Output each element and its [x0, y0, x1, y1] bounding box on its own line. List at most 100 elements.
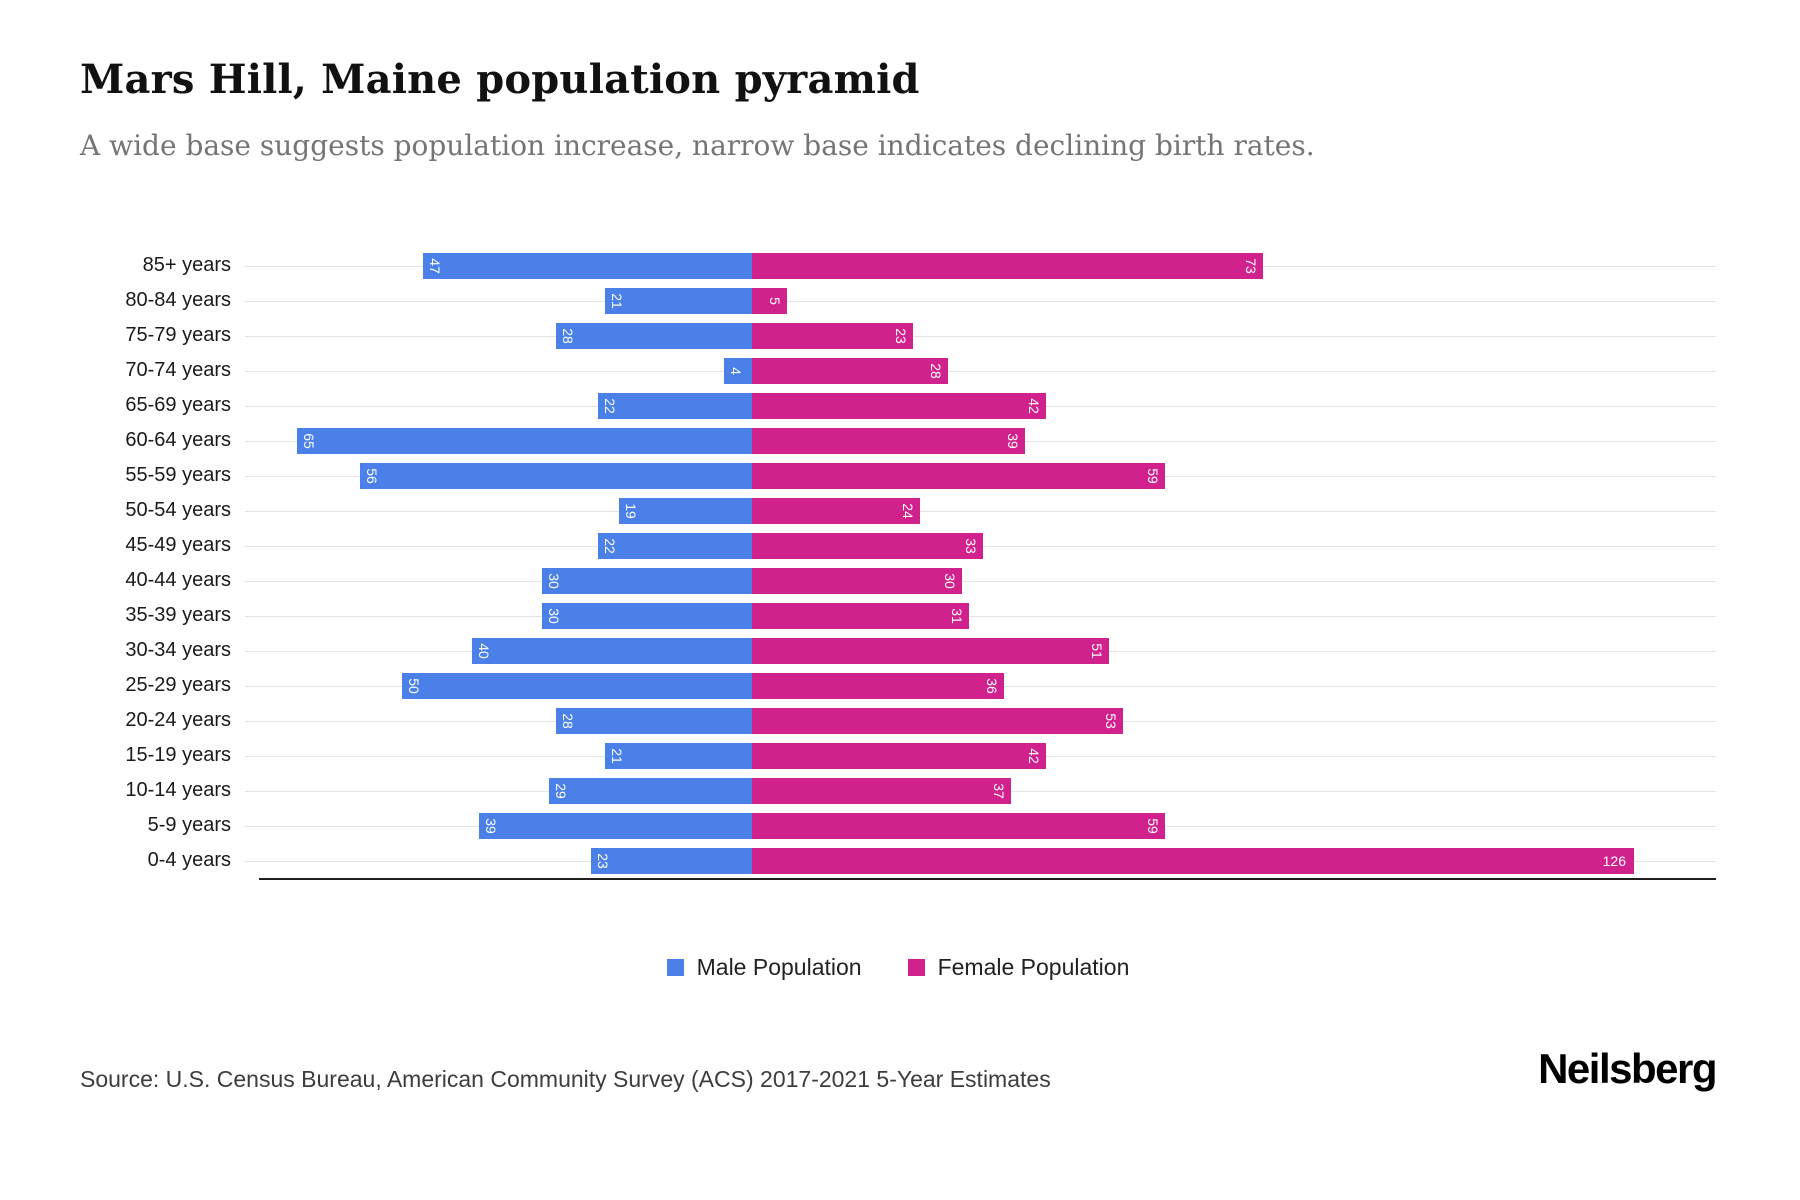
male-legend-swatch [666, 959, 684, 976]
female-value-label: 36 [984, 677, 1000, 694]
male-value-label: 65 [301, 432, 317, 449]
male-bar: 39 [479, 812, 752, 839]
male-bar: 19 [619, 497, 752, 524]
age-group-label: 25-29 years [125, 674, 231, 696]
male-value-label: 56 [364, 467, 380, 484]
row-track: 65 39 [245, 423, 1716, 458]
male-value-label: 21 [609, 292, 625, 309]
age-group-label: 20-24 years [125, 709, 231, 731]
chart-legend: Male Population Female Population [80, 954, 1716, 981]
page-title: Mars Hill, Maine population pyramid [80, 56, 920, 103]
male-bar: 47 [423, 252, 752, 279]
row-track: 30 31 [245, 598, 1716, 633]
female-value-label: 42 [1026, 397, 1042, 414]
row-gridline [245, 615, 1716, 617]
chart-row: 60-64 years 65 39 [80, 423, 1716, 458]
male-bar: 28 [556, 322, 752, 349]
chart-row: 20-24 years 28 53 [80, 703, 1716, 738]
male-bar: 40 [472, 637, 752, 664]
male-value-label: 30 [546, 572, 562, 589]
male-bar: 22 [598, 392, 752, 419]
footer: Source: U.S. Census Bureau, American Com… [80, 1045, 1717, 1093]
female-bar: 5 [752, 287, 787, 314]
female-value-label: 31 [949, 607, 965, 624]
age-group-label: 65-69 years [125, 394, 231, 416]
female-bar: 36 [752, 672, 1004, 699]
female-legend-label: Female Population [937, 954, 1130, 980]
page-subtitle: A wide base suggests population increase… [80, 129, 1315, 162]
row-track: 30 30 [245, 563, 1716, 598]
male-value-label: 50 [406, 677, 422, 694]
age-group-label: 10-14 years [125, 779, 231, 801]
age-group-label: 55-59 years [125, 464, 231, 486]
female-bar: 31 [752, 602, 969, 629]
row-track: 56 59 [245, 458, 1716, 493]
row-track: 22 42 [245, 388, 1716, 423]
female-value-label: 30 [942, 572, 958, 589]
neilsberg-logo: Neilsberg [1538, 1045, 1717, 1092]
row-track: 23 126 [245, 843, 1716, 878]
male-bar: 30 [542, 602, 752, 629]
female-value-label: 42 [1026, 747, 1042, 764]
female-value-label: 59 [1145, 817, 1161, 834]
female-value-label: 51 [1089, 642, 1105, 659]
male-bar: 29 [549, 777, 752, 804]
row-track: 40 51 [245, 633, 1716, 668]
female-bar: 73 [752, 252, 1263, 279]
age-group-label: 85+ years [142, 254, 231, 276]
chart-row: 55-59 years 56 59 [80, 458, 1716, 493]
male-bar: 23 [591, 847, 752, 874]
row-gridline [245, 335, 1716, 337]
age-group-label: 70-74 years [125, 359, 231, 381]
female-value-label: 5 [767, 296, 783, 305]
chart-row: 10-14 years 29 37 [80, 773, 1716, 808]
chart-row: 45-49 years 22 33 [80, 528, 1716, 563]
male-value-label: 47 [427, 257, 443, 274]
row-track: 28 23 [245, 318, 1716, 353]
female-value-label: 24 [900, 502, 916, 519]
row-track: 19 24 [245, 493, 1716, 528]
female-value-label: 23 [893, 327, 909, 344]
male-value-label: 22 [602, 397, 618, 414]
row-track: 29 37 [245, 773, 1716, 808]
row-track: 47 73 [245, 248, 1716, 283]
age-group-label: 5-9 years [147, 814, 231, 836]
female-bar: 42 [752, 392, 1046, 419]
female-bar: 28 [752, 357, 948, 384]
chart-row: 30-34 years 40 51 [80, 633, 1716, 668]
age-group-label: 60-64 years [125, 429, 231, 451]
chart-row: 0-4 years 23 126 [80, 843, 1716, 878]
row-track: 28 53 [245, 703, 1716, 738]
male-value-label: 28 [560, 327, 576, 344]
female-value-label: 33 [963, 537, 979, 554]
chart-row: 85+ years 47 73 [80, 248, 1716, 283]
male-bar: 28 [556, 707, 752, 734]
row-track: 50 36 [245, 668, 1716, 703]
chart-row: 40-44 years 30 30 [80, 563, 1716, 598]
chart-row: 65-69 years 22 42 [80, 388, 1716, 423]
row-track: 4 28 [245, 353, 1716, 388]
chart-row: 15-19 years 21 42 [80, 738, 1716, 773]
legend-item-male: Male Population [666, 954, 862, 981]
male-bar: 56 [360, 462, 752, 489]
x-axis-baseline [259, 878, 1716, 880]
row-track: 21 5 [245, 283, 1716, 318]
row-gridline [245, 580, 1716, 582]
male-bar: 22 [598, 532, 752, 559]
female-value-label: 59 [1145, 467, 1161, 484]
female-value-label: 73 [1243, 257, 1259, 274]
female-value-label: 28 [928, 362, 944, 379]
female-bar: 53 [752, 707, 1123, 734]
chart-row: 25-29 years 50 36 [80, 668, 1716, 703]
male-bar: 4 [724, 357, 752, 384]
male-value-label: 29 [553, 782, 569, 799]
male-value-label: 28 [560, 712, 576, 729]
female-bar: 51 [752, 637, 1109, 664]
age-group-label: 40-44 years [125, 569, 231, 591]
age-group-label: 50-54 years [125, 499, 231, 521]
age-group-label: 45-49 years [125, 534, 231, 556]
female-bar: 59 [752, 812, 1165, 839]
chart-row: 5-9 years 39 59 [80, 808, 1716, 843]
female-value-label: 126 [1602, 852, 1626, 869]
male-bar: 30 [542, 567, 752, 594]
